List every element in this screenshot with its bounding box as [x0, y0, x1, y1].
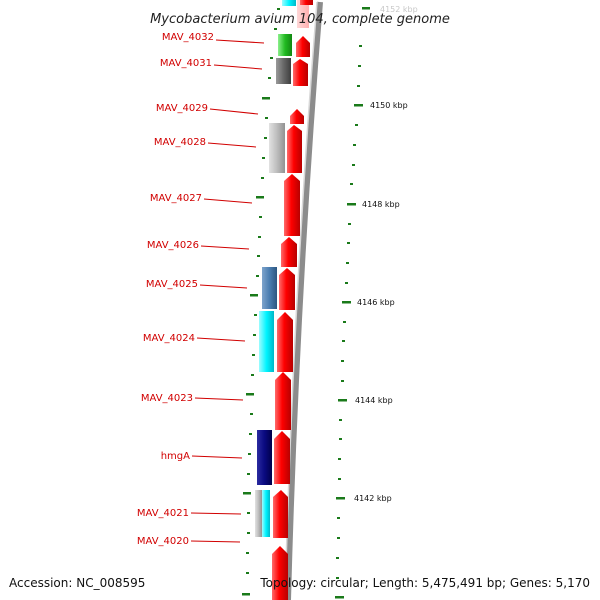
gene-label: MAV_4023: [141, 393, 193, 404]
genome-title: Mycobacterium avium 104, complete genome: [150, 12, 450, 27]
gene-arrow-mav-4023: [275, 372, 291, 430]
gene-mav-4028: [269, 123, 285, 173]
label-connectors: [190, 39, 265, 543]
gene-arrow-mav-4020: [272, 546, 288, 600]
forward-strand-genes: [272, 0, 313, 600]
gene-mav-4025: [262, 267, 277, 309]
reverse-strand-genes: [255, 0, 309, 537]
kbp-label: 4148 kbp: [362, 200, 400, 209]
gene-mav-4032: [278, 34, 292, 56]
inner-ticks: [242, 8, 280, 596]
gene-arrow-top: [300, 0, 313, 5]
gene-arrow-mav-4026: [281, 237, 297, 267]
gene-arrow-mav-4024: [277, 312, 293, 372]
gene-mav-4021-a: [255, 490, 262, 537]
outer-ticks: [335, 7, 370, 599]
gene-label: MAV_4025: [146, 279, 198, 290]
gene-label: hmgA: [161, 451, 190, 462]
gene-label: MAV_4020: [137, 536, 189, 547]
gene-arrow-mav-4032: [296, 36, 310, 57]
gene-label: MAV_4024: [143, 333, 195, 344]
gene-mav-4031: [276, 58, 291, 84]
gene-arrow-mav-4031: [293, 59, 308, 86]
gene-arrow-mav-4027: [284, 174, 300, 236]
topology-text: Topology: circular; Length: 5,475,491 bp…: [260, 576, 590, 590]
gene-label: MAV_4028: [154, 137, 206, 148]
gene-label: MAV_4026: [147, 240, 199, 251]
gene-label: MAV_4029: [156, 103, 208, 114]
genome-backbone: [285, 1, 323, 600]
gene-arrow-mav-4029: [290, 109, 304, 124]
gene-mav-4021-b: [262, 490, 270, 537]
gene-hmga: [257, 430, 272, 485]
gene-arrow-mav-4028: [287, 125, 302, 173]
gene-mav-4024: [259, 311, 274, 372]
gene-arrow-hmga: [274, 431, 290, 484]
gene-labels: MAV_4032 MAV_4031 MAV_4029 MAV_4028 MAV_…: [137, 32, 214, 547]
kbp-label: 4152 kbp: [380, 5, 418, 14]
gene-pink-top: [297, 0, 309, 28]
gene-arrow-mav-4025: [279, 268, 295, 310]
kbp-label: 4146 kbp: [357, 298, 395, 307]
gene-arrow-mav-4021: [273, 490, 288, 538]
kbp-label: 4144 kbp: [355, 396, 393, 405]
gene-cyan-top: [282, 0, 296, 6]
gene-label: MAV_4021: [137, 508, 189, 519]
kbp-label: 4150 kbp: [370, 101, 408, 110]
kbp-label: 4142 kbp: [354, 494, 392, 503]
gene-label: MAV_4027: [150, 193, 202, 204]
accession-text: Accession: NC_008595: [9, 576, 146, 590]
gene-label: MAV_4031: [160, 58, 212, 69]
gene-label: MAV_4032: [162, 32, 214, 43]
position-labels: 4152 kbp 4150 kbp 4148 kbp 4146 kbp 4144…: [354, 5, 418, 503]
